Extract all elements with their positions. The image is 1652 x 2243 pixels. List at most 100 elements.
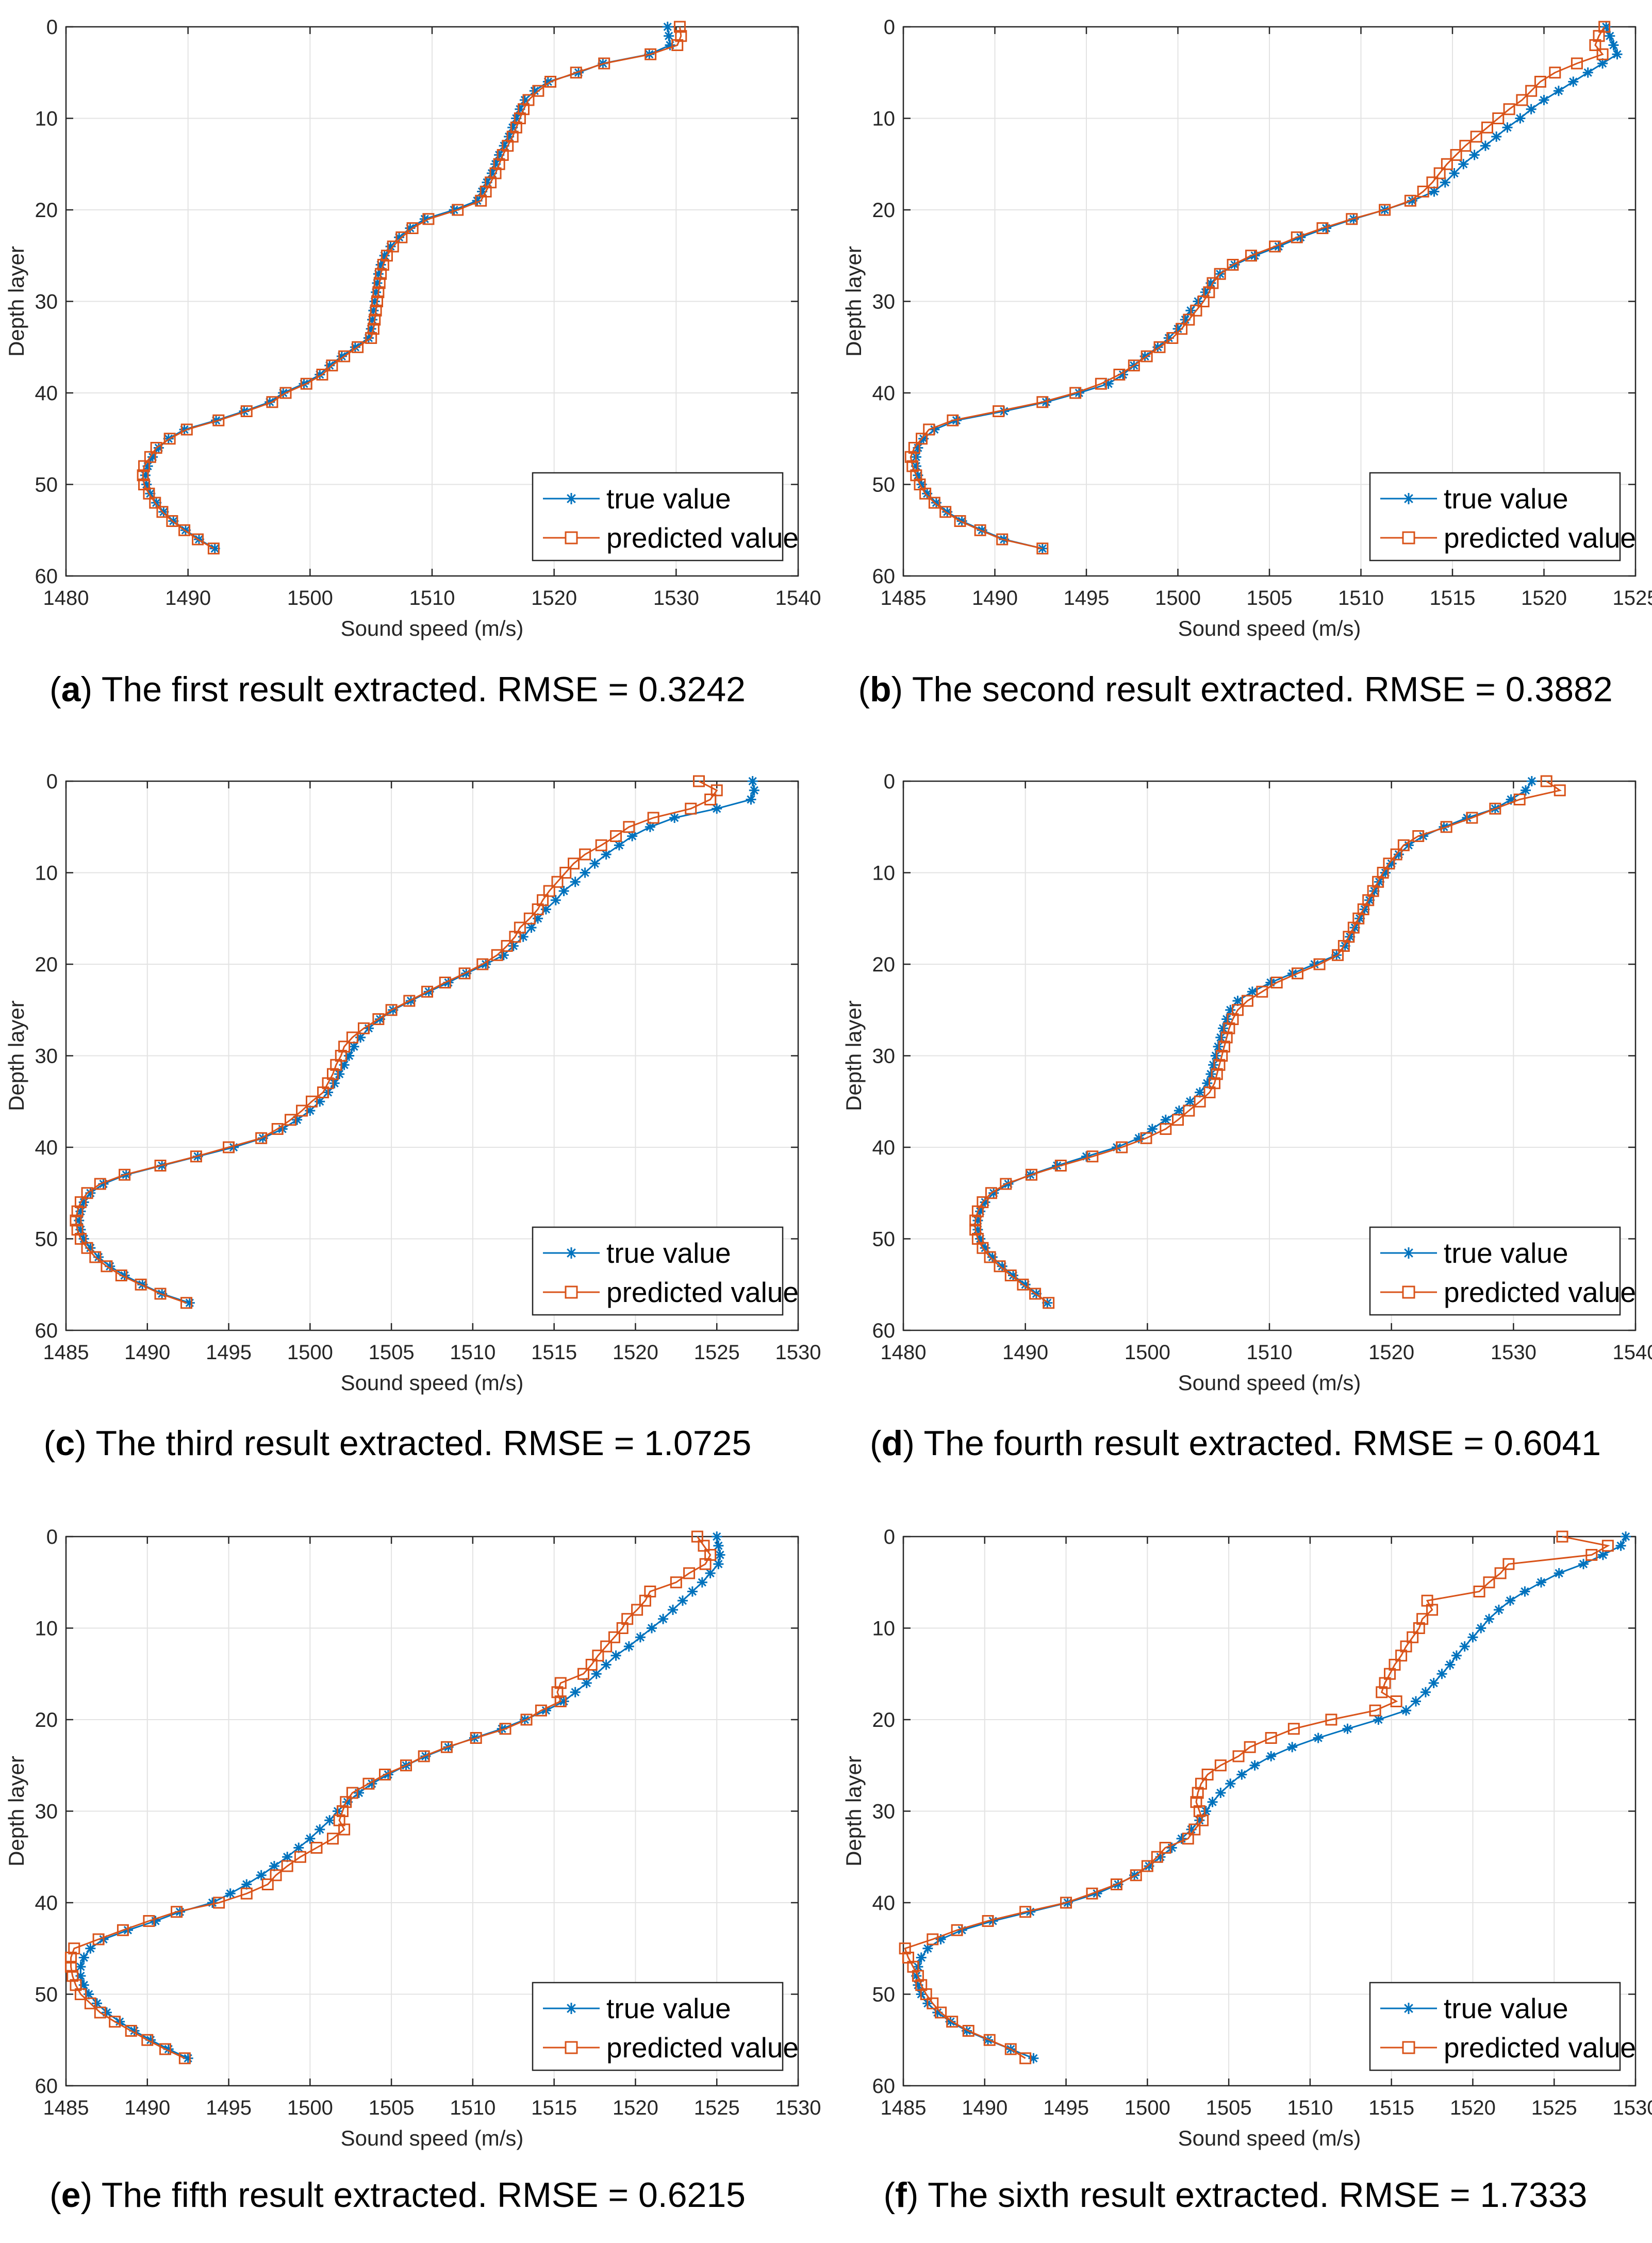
data-point-square	[912, 1970, 924, 1982]
data-point-star	[942, 506, 953, 517]
data-point-star	[145, 488, 156, 499]
legend-label-true: true value	[606, 483, 731, 515]
legend-label-predicted: predicted value	[606, 1276, 799, 1308]
data-point-square	[150, 442, 162, 454]
data-point-star	[405, 223, 416, 234]
data-point-square	[64, 1960, 77, 1973]
y-tick-label: 20	[872, 953, 896, 976]
data-point-square	[608, 1631, 620, 1643]
data-point-square	[927, 1997, 939, 2009]
data-point-square	[554, 1695, 567, 1707]
data-point-square	[261, 1878, 274, 1890]
data-point-square	[1426, 176, 1439, 189]
data-point-star	[1526, 104, 1537, 114]
data-point-square	[645, 48, 657, 60]
x-tick-label: 1520	[531, 587, 577, 609]
data-point-square	[1128, 359, 1140, 372]
data-point-star	[85, 1943, 96, 1954]
x-tick-label: 1520	[1450, 2097, 1496, 2119]
data-point-star	[677, 1595, 688, 1606]
data-point-square	[74, 1988, 87, 2000]
data-point-square	[1265, 1732, 1277, 1744]
x-axis-label: Sound speed (m/s)	[1178, 1371, 1361, 1395]
data-point-square	[330, 1059, 342, 1071]
legend-label-predicted: predicted value	[606, 522, 799, 554]
data-point-star	[1476, 1623, 1486, 1634]
data-point-star	[945, 2016, 956, 2027]
x-tick-label: 1510	[409, 587, 455, 609]
data-point-star	[610, 1650, 621, 1661]
x-tick-label: 1480	[43, 587, 89, 609]
caption-text: The fifth result extracted. RMSE = 0.621…	[92, 2175, 746, 2215]
data-point-square	[974, 524, 986, 536]
data-point-square	[1585, 1549, 1598, 1561]
data-point-star	[1458, 159, 1469, 170]
data-point-star	[1247, 986, 1258, 997]
data-point-star	[490, 159, 501, 170]
y-tick-label: 10	[35, 108, 58, 130]
data-point-star	[350, 342, 360, 353]
legend-label-predicted: predicted value	[1444, 522, 1636, 554]
data-point-square	[81, 1242, 93, 1254]
data-point-square	[1390, 1695, 1402, 1707]
data-point-square	[491, 949, 503, 961]
data-point-star	[1364, 895, 1375, 905]
data-point-square	[1346, 213, 1358, 225]
data-point-star	[550, 895, 561, 905]
data-point-square	[920, 1988, 932, 2000]
data-point-square	[1153, 341, 1166, 353]
data-point-star	[366, 323, 376, 334]
data-point-square	[255, 1132, 268, 1144]
data-point-star	[511, 113, 522, 124]
y-tick-label: 20	[872, 1709, 896, 1731]
caption-open-paren: (	[44, 1424, 56, 1463]
data-point-star	[75, 1224, 86, 1235]
data-point-square	[910, 469, 922, 482]
y-tick-label: 20	[35, 953, 58, 976]
legend-box	[532, 1982, 784, 2071]
data-point-star	[1236, 1769, 1247, 1780]
data-point-star	[1321, 223, 1332, 234]
data-point-square	[1589, 39, 1601, 51]
data-point-square	[470, 1732, 482, 1744]
caption-e: (e) The fifth result extracted. RMSE = 0…	[49, 2175, 746, 2215]
data-point-square	[1376, 1686, 1388, 1698]
data-point-star	[922, 1943, 933, 1954]
data-point-star	[1266, 1751, 1277, 1761]
y-tick-label: 40	[35, 1892, 58, 1915]
data-point-square	[1227, 259, 1239, 271]
y-tick-label: 40	[872, 382, 896, 405]
data-point-star	[1144, 1861, 1154, 1871]
data-point-square	[510, 121, 522, 134]
data-point-star	[1597, 1549, 1608, 1560]
data-point-square	[1116, 1141, 1128, 1153]
data-point-star	[1147, 1124, 1158, 1134]
data-point-square	[67, 1970, 79, 1982]
legend-label-predicted: predicted value	[1444, 2032, 1636, 2064]
data-point-square	[1596, 48, 1609, 60]
data-point-square	[327, 1833, 339, 1845]
data-point-square	[1287, 1723, 1300, 1735]
data-point-square	[375, 268, 387, 280]
data-point-star	[715, 1549, 725, 1560]
data-point-star	[542, 76, 553, 87]
series-predicted-value	[899, 1530, 1614, 2065]
data-point-square	[1571, 57, 1583, 70]
data-point-star	[1155, 1852, 1166, 1862]
data-point-star	[1186, 1824, 1197, 1835]
x-tick-label: 1530	[1613, 2097, 1652, 2119]
y-tick-label: 30	[35, 291, 58, 314]
data-point-star	[367, 315, 378, 325]
data-point-star	[339, 1060, 350, 1070]
data-point-square	[1029, 1288, 1042, 1300]
data-point-square	[305, 1095, 318, 1108]
data-point-star	[1615, 1540, 1626, 1551]
data-point-square	[928, 497, 940, 509]
data-point-star	[916, 479, 927, 490]
data-point-star	[980, 1243, 990, 1254]
y-tick-label: 20	[35, 199, 58, 222]
data-point-square	[1383, 857, 1395, 870]
data-point-star	[78, 1233, 89, 1244]
data-point-square	[1291, 231, 1303, 243]
x-axis-label: Sound speed (m/s)	[341, 2126, 524, 2150]
